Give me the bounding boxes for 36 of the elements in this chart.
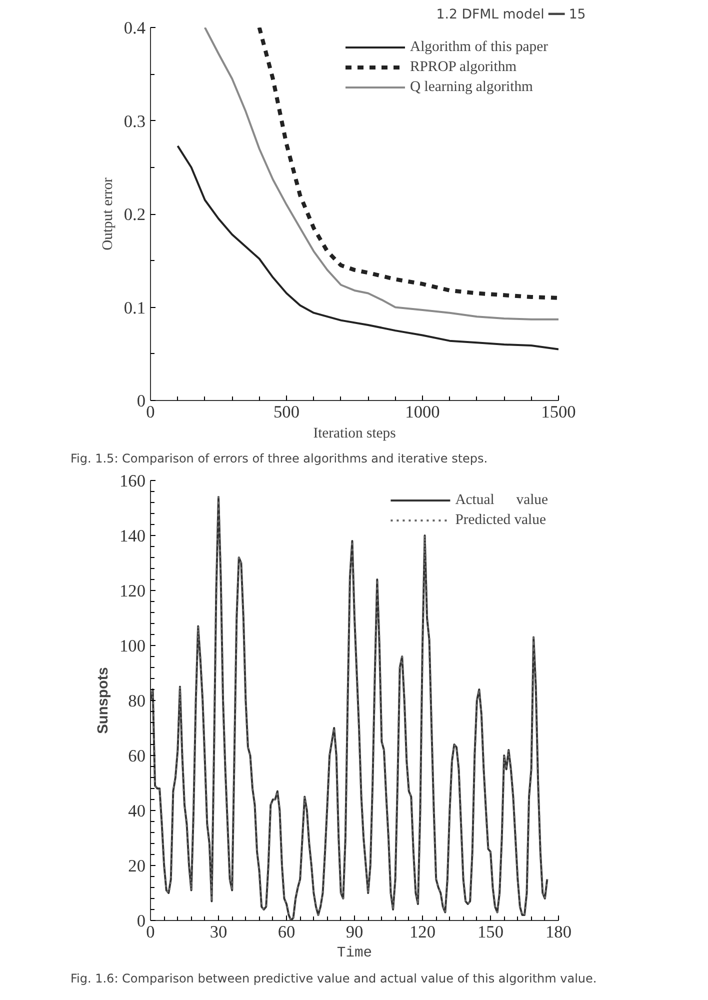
x-tick-label: 180 <box>546 922 572 942</box>
x-axis-title: Time <box>336 946 372 962</box>
x-tick-label: 60 <box>278 922 296 942</box>
y-tick-label: 0.4 <box>124 18 146 38</box>
legend-label: Q learning algorithm <box>410 78 533 96</box>
x-tick-label: 500 <box>274 402 300 422</box>
line-series <box>176 144 558 350</box>
y-tick-label: 160 <box>120 472 146 490</box>
x-tick-label: 120 <box>410 922 436 942</box>
x-tick-label: 90 <box>346 922 364 942</box>
y-tick-label: 20 <box>128 856 146 876</box>
x-tick-label: 1000 <box>405 402 440 422</box>
y-tick-label: 80 <box>128 692 146 710</box>
y-tick-label: 120 <box>120 582 146 600</box>
y-tick-label: 100 <box>120 636 146 656</box>
legend-label: Predicted value <box>455 512 546 528</box>
y-tick-label: 0.3 <box>124 112 146 131</box>
x-tick-label: 150 <box>478 922 504 942</box>
x-axis-title: Iteration steps <box>313 426 396 442</box>
line-series <box>204 28 558 320</box>
caption: Fig. 1.5: Comparison of errors of three algorithms and iterative steps. <box>70 452 488 466</box>
caption: Fig. 1.6: Comparison between predictive value and actual value of this algorithm value. <box>70 972 597 986</box>
text: 1.2 DFML model ━━ 15 <box>436 8 586 22</box>
y-tick-label: 40 <box>128 802 146 820</box>
x-tick-label: 1500 <box>541 402 576 422</box>
y-axis-title: Output error <box>100 177 116 250</box>
y-tick-label: 140 <box>120 526 146 546</box>
legend-label: Actual value <box>455 492 548 508</box>
y-tick-label: 0.1 <box>124 298 146 318</box>
x-tick-label: 30 <box>210 922 228 942</box>
legend-label: Algorithm of this paper <box>410 38 548 56</box>
y-axis-title: Sunspots <box>96 667 112 734</box>
line-series <box>257 28 558 300</box>
y-tick-label: 0.2 <box>124 205 146 224</box>
y-tick-label: 60 <box>128 746 146 766</box>
legend-label: RPROP algorithm <box>410 58 517 76</box>
